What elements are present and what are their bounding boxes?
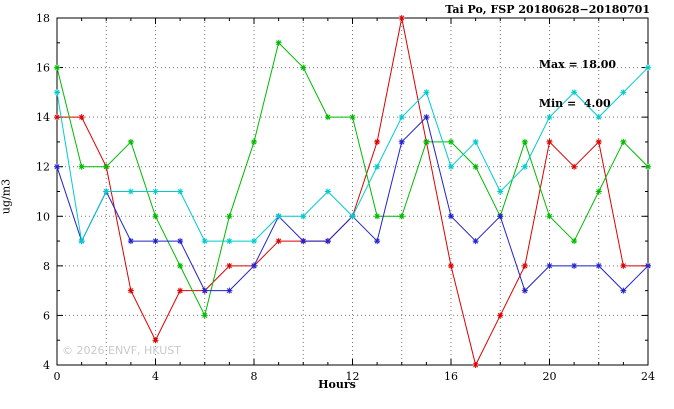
svg-text:24: 24	[641, 370, 655, 383]
x-axis-label: Hours	[318, 378, 356, 391]
svg-text:0: 0	[54, 370, 61, 383]
series-green	[54, 39, 651, 319]
series-cyan	[54, 64, 651, 245]
series-cyan-markers	[54, 64, 651, 245]
y-tick-labels: 4 6 8 10 12 14 16 18	[36, 12, 50, 372]
svg-text:4: 4	[43, 359, 50, 372]
svg-text:10: 10	[36, 210, 50, 223]
svg-text:20: 20	[543, 370, 557, 383]
chart-title: Tai Po, FSP 20180628−20180701	[445, 3, 650, 16]
series-blue-line	[56, 116, 649, 292]
svg-text:4: 4	[152, 370, 159, 383]
svg-text:18: 18	[36, 12, 50, 25]
svg-text:8: 8	[251, 370, 258, 383]
svg-text:8: 8	[43, 260, 50, 273]
svg-text:12: 12	[36, 161, 50, 174]
max-annotation: Max = 18.00	[538, 58, 616, 71]
watermark: © 2026 ENVF, HKUST	[62, 344, 181, 357]
y-axis-label: ug/m3	[0, 178, 13, 215]
svg-text:14: 14	[36, 111, 50, 124]
series-green-markers	[54, 39, 651, 319]
min-annotation: Min = 4.00	[538, 97, 611, 110]
svg-text:16: 16	[36, 62, 50, 75]
x-tick-labels: 0 4 8 12 16 20 24	[54, 370, 656, 383]
svg-text:12: 12	[346, 370, 360, 383]
svg-text:6: 6	[43, 309, 50, 322]
maxmin-annotation: Max = 18.00 Min = 4.00	[539, 32, 616, 136]
svg-text:16: 16	[444, 370, 458, 383]
